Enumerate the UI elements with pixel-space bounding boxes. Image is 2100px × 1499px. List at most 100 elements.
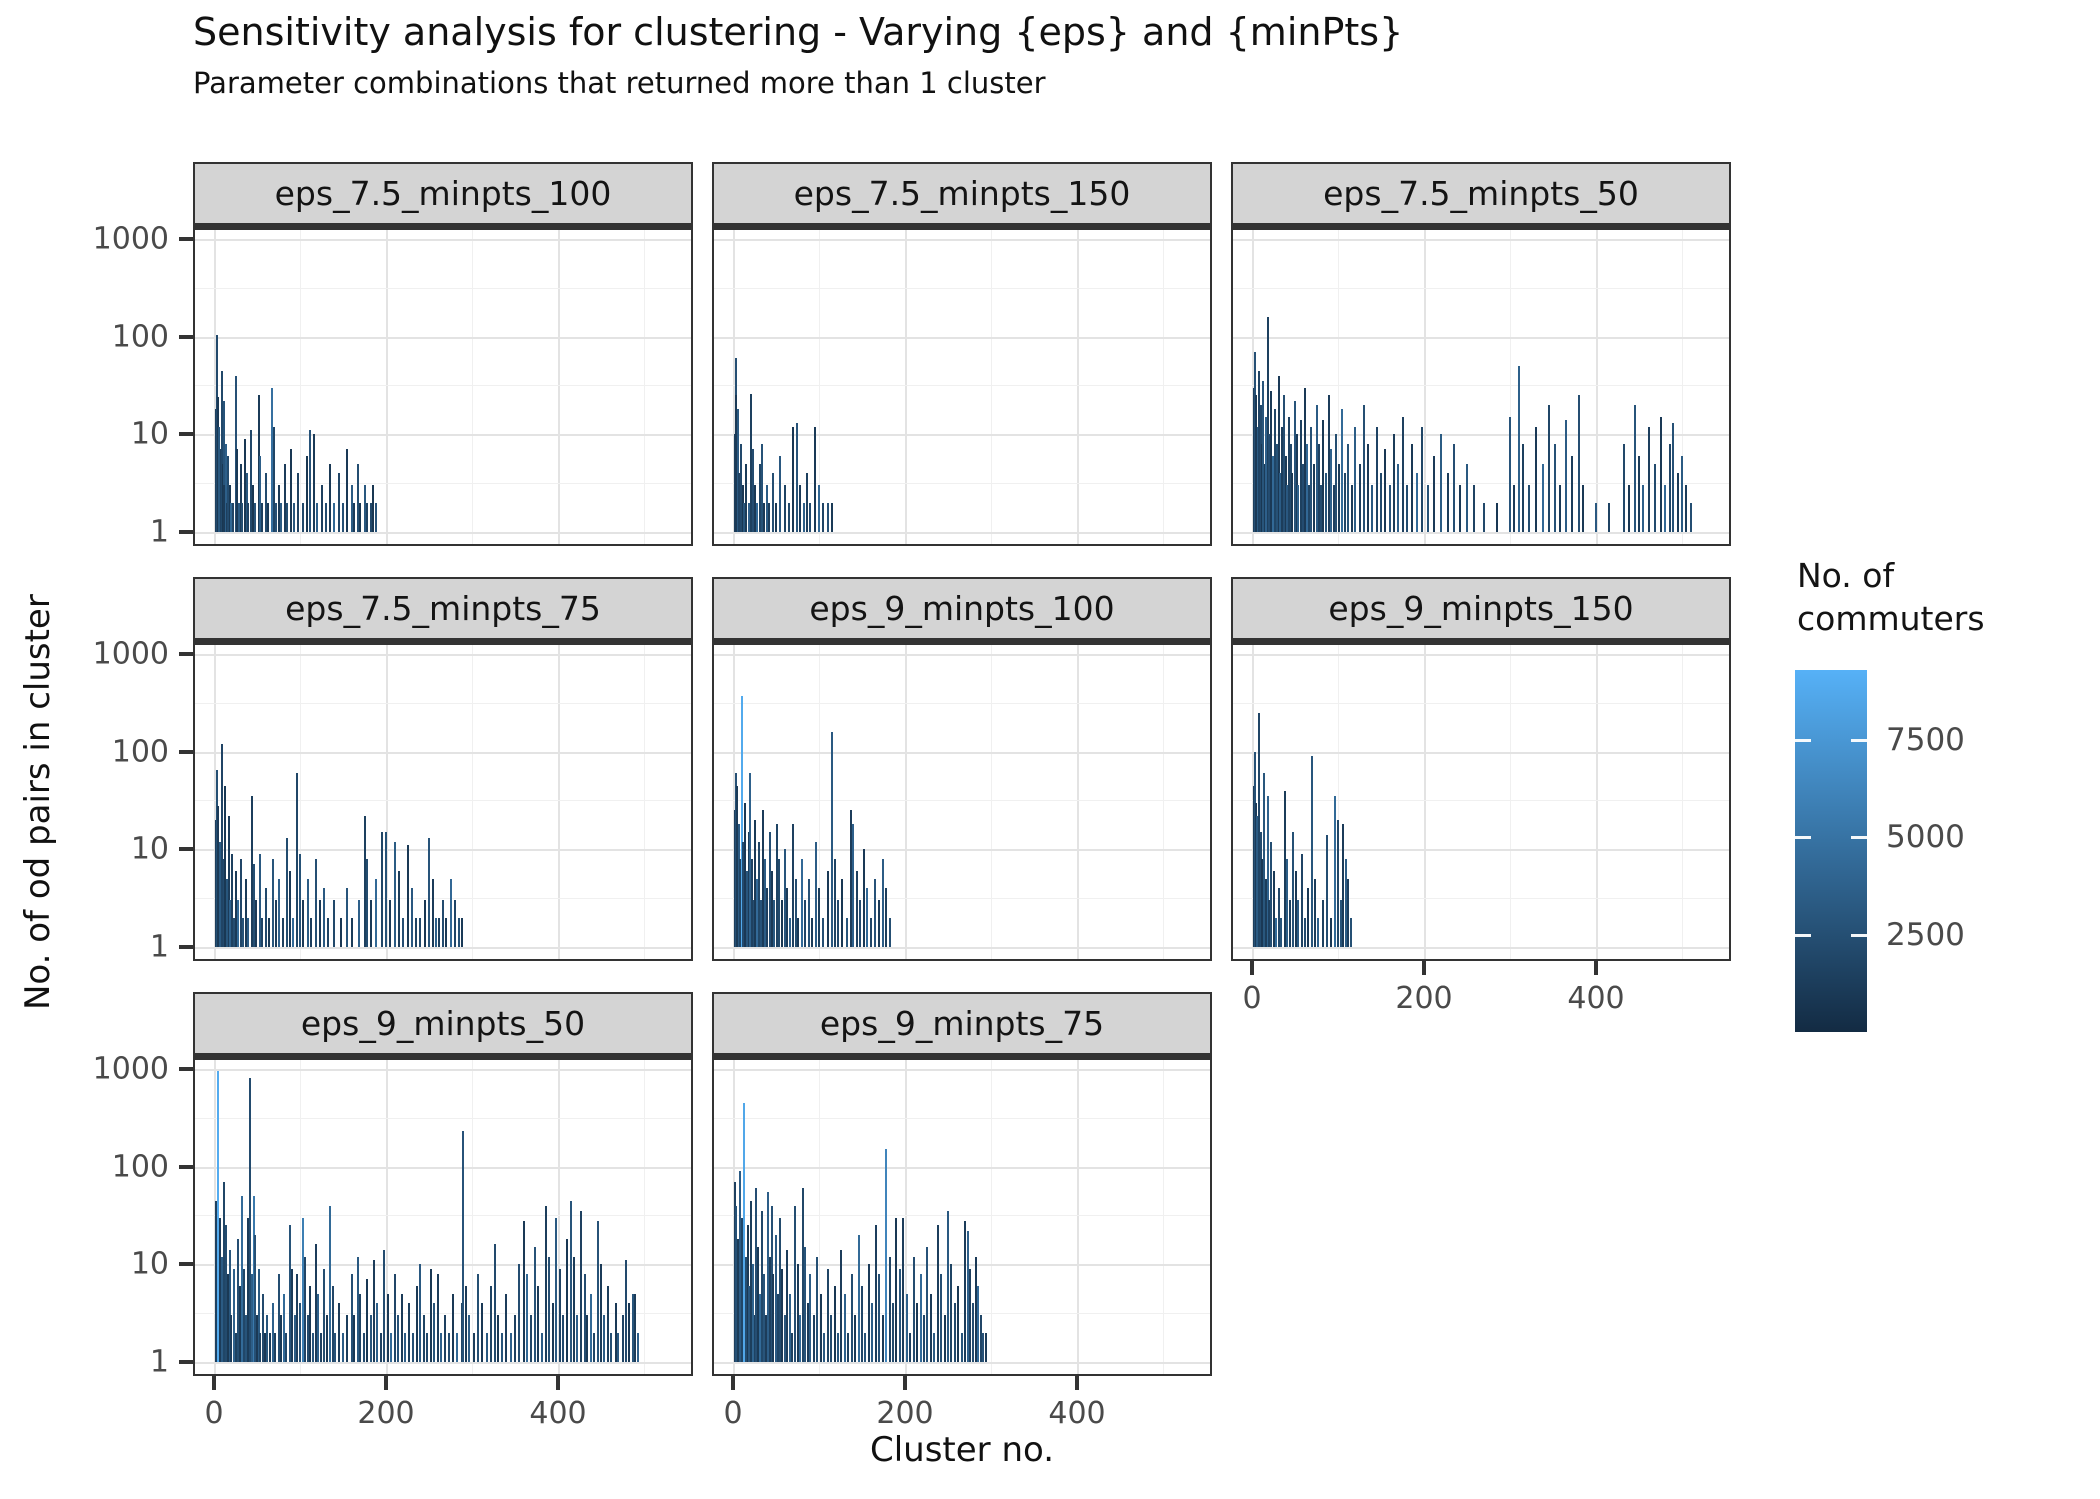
gridline xyxy=(386,645,388,959)
bar xyxy=(558,1268,561,1362)
bar xyxy=(1257,712,1260,947)
legend-tick-mark xyxy=(1795,836,1811,840)
bar xyxy=(797,917,800,947)
bar xyxy=(252,1196,255,1362)
bar xyxy=(744,463,747,532)
bar xyxy=(222,400,225,532)
bar xyxy=(733,1181,736,1362)
bar xyxy=(783,1315,786,1362)
bar xyxy=(227,815,230,947)
bar xyxy=(230,1315,233,1362)
gridline xyxy=(714,1264,1210,1267)
bar xyxy=(1638,456,1640,532)
bar xyxy=(419,917,422,947)
bar xyxy=(1330,917,1333,947)
bar xyxy=(416,1286,418,1362)
bar xyxy=(580,1211,583,1362)
bar xyxy=(885,888,888,947)
bar xyxy=(389,900,392,947)
facet-strip: eps_9_minpts_150 xyxy=(1231,577,1731,643)
bar xyxy=(242,917,245,947)
bar xyxy=(429,1268,432,1362)
bar xyxy=(743,1102,746,1362)
bar xyxy=(1496,502,1499,532)
bar xyxy=(799,1315,802,1362)
bar xyxy=(434,917,437,947)
bar xyxy=(380,832,383,947)
bar xyxy=(1358,463,1361,532)
gridline xyxy=(1163,230,1164,544)
bar xyxy=(919,1273,922,1362)
gridline xyxy=(472,230,473,544)
gridline xyxy=(714,336,1210,339)
gridline xyxy=(1682,645,1683,959)
gridline xyxy=(300,645,301,959)
gridline xyxy=(195,1264,691,1267)
bar xyxy=(229,900,232,947)
gridline xyxy=(714,898,1210,900)
bar xyxy=(540,1332,543,1362)
bar xyxy=(740,696,743,947)
bar xyxy=(895,1217,898,1362)
y-tick-mark xyxy=(179,334,193,339)
bar xyxy=(1288,900,1291,947)
bar xyxy=(447,1332,450,1362)
bar xyxy=(318,900,321,947)
bar xyxy=(372,485,375,532)
bar xyxy=(237,1239,240,1362)
legend-colorbar xyxy=(1795,670,1867,1032)
bar xyxy=(926,1247,929,1362)
x-tick-mark xyxy=(556,1376,560,1390)
gridline xyxy=(1338,645,1339,959)
bar xyxy=(812,1315,815,1362)
bar xyxy=(225,1225,227,1362)
bar xyxy=(792,824,795,947)
bar xyxy=(353,1315,356,1362)
gridline xyxy=(214,645,216,959)
gridline xyxy=(1233,702,1729,704)
bar xyxy=(1564,420,1567,532)
bar xyxy=(369,900,372,947)
bar xyxy=(909,1332,912,1362)
bar xyxy=(277,485,280,532)
bar xyxy=(220,1256,223,1362)
x-tick-mark xyxy=(1422,961,1426,975)
bar xyxy=(250,796,253,947)
bar xyxy=(226,456,229,532)
bar xyxy=(1264,417,1267,532)
bar xyxy=(758,463,761,532)
gridline xyxy=(558,645,560,959)
bar xyxy=(301,1217,304,1362)
bar xyxy=(286,838,289,947)
bar xyxy=(468,1315,471,1362)
bar xyxy=(1663,485,1666,532)
bar xyxy=(1268,434,1271,532)
bar xyxy=(385,832,387,947)
bar xyxy=(1648,426,1651,532)
bar xyxy=(772,1273,775,1362)
gridline xyxy=(195,1362,691,1364)
bar xyxy=(979,1315,982,1362)
bar xyxy=(305,456,308,532)
bar xyxy=(888,917,891,947)
bar xyxy=(869,917,872,947)
gridline xyxy=(644,645,645,959)
gridline xyxy=(644,230,645,544)
bar xyxy=(861,1286,863,1362)
bar xyxy=(1256,815,1259,947)
bar xyxy=(426,1332,429,1362)
bar xyxy=(241,1196,244,1362)
bar xyxy=(775,502,777,532)
bar xyxy=(854,1315,857,1362)
bar xyxy=(237,502,240,532)
bar xyxy=(1297,485,1300,532)
y-tick-label: 100 xyxy=(111,1149,169,1185)
bar xyxy=(1483,502,1486,532)
bar xyxy=(589,1293,592,1362)
bar xyxy=(383,1250,386,1362)
gridline xyxy=(714,1068,1210,1071)
bar xyxy=(438,917,441,947)
gridline xyxy=(1233,385,1729,387)
bar xyxy=(744,1256,747,1362)
bar xyxy=(1330,449,1333,532)
